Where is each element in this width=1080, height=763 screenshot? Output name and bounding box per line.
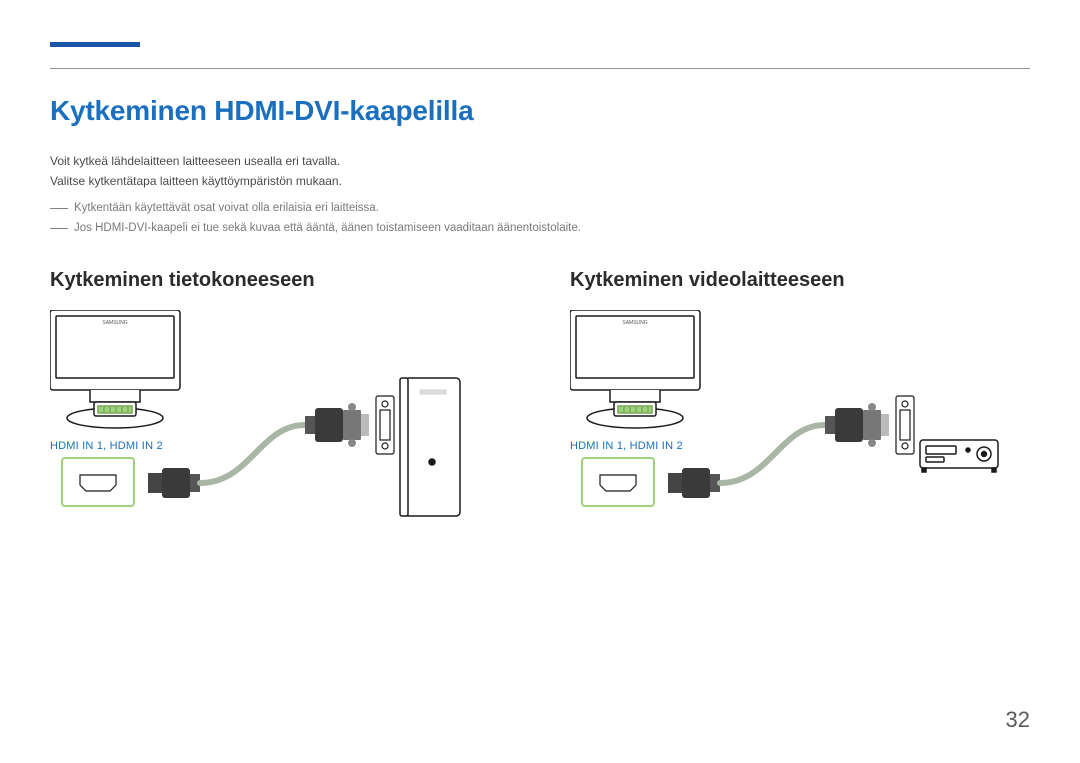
dvi-plug-icon [305,403,369,447]
column-video: Kytkeminen videolaitteeseen SAMSUNG [570,269,1030,550]
hdmi-port-icon [62,458,134,506]
note-dash-icon [50,228,68,229]
hdmi-plug-icon [148,468,200,498]
diagram-video-svg: SAMSUNG [570,310,1000,550]
horizontal-rule [50,68,1030,69]
note-text-2: Jos HDMI-DVI-kaapeli ei tue sekä kuvaa e… [74,218,581,239]
content-area: Kytkeminen HDMI-DVI-kaapelilla Voit kytk… [50,95,1030,550]
note-text-1: Kytkentään käytettävät osat voivat olla … [74,198,379,219]
cable-icon [200,425,305,483]
intro-line-2: Valitse kytkentätapa laitteen käyttöympä… [50,171,1030,191]
page-title: Kytkeminen HDMI-DVI-kaapelilla [50,95,1030,127]
svg-text:SAMSUNG: SAMSUNG [102,320,127,326]
note-dash-icon [50,208,68,209]
dvi-port-icon [896,396,914,454]
heading-pc: Kytkeminen tietokoneeseen [50,269,510,292]
dvi-port-icon [376,396,394,454]
hdmi-plug-icon [668,468,720,498]
dvi-plug-icon [825,403,889,447]
pc-tower-icon [400,378,460,516]
hdmi-port-icon [582,458,654,506]
port-label: HDMI IN 1, HDMI IN 2 [570,440,683,452]
note-line: Kytkentään käytettävät osat voivat olla … [50,198,1030,219]
columns: Kytkeminen tietokoneeseen SAMSUNG [50,269,1030,550]
column-pc: Kytkeminen tietokoneeseen SAMSUNG [50,269,510,550]
diagram-pc: SAMSUNG [50,310,480,550]
note-line: Jos HDMI-DVI-kaapeli ei tue sekä kuvaa e… [50,218,1030,239]
notes-block: Kytkentään käytettävät osat voivat olla … [50,198,1030,239]
heading-video: Kytkeminen videolaitteeseen [570,269,1030,292]
manual-page: Kytkeminen HDMI-DVI-kaapelilla Voit kytk… [0,0,1080,763]
video-player-icon [920,440,998,472]
intro-block: Voit kytkeä lähdelaitteen laitteeseen us… [50,151,1030,192]
port-label: HDMI IN 1, HDMI IN 2 [50,440,163,452]
page-number: 32 [1006,707,1030,733]
diagram-video: SAMSUNG [570,310,1000,550]
monitor-icon: SAMSUNG [570,310,700,428]
svg-text:SAMSUNG: SAMSUNG [622,320,647,326]
section-marker [50,42,140,47]
diagram-pc-svg: SAMSUNG [50,310,480,550]
cable-icon [720,425,825,483]
monitor-icon: SAMSUNG [50,310,180,428]
intro-line-1: Voit kytkeä lähdelaitteen laitteeseen us… [50,151,1030,171]
